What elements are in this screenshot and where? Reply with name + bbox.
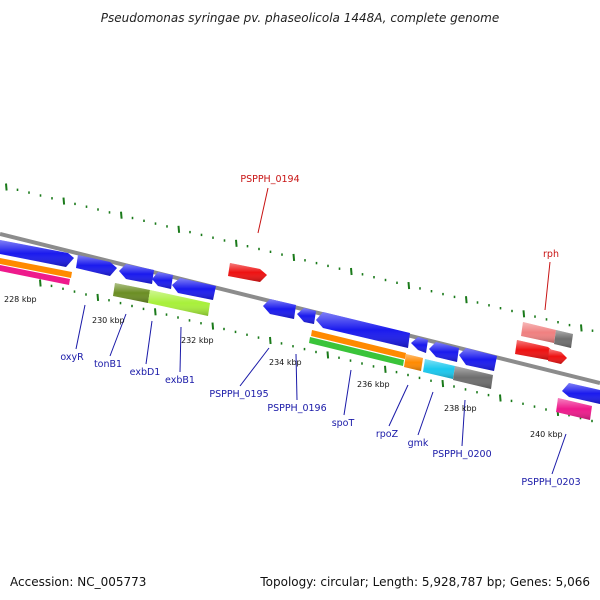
bar-orange-spoT [311,330,406,359]
gene-label-PSPPH_0196: PSPPH_0196 [267,403,326,414]
leader-PSPPH_0196 [295,353,298,401]
gene-feature-PSPPH_0195-shade [263,299,296,319]
gene-label-exbB1: exbB1 [165,375,195,386]
outer-tick-35 [407,282,411,290]
inner-tick-10 [154,308,157,316]
kbp-label-234: 234 kbp [269,358,302,367]
gene-feature-PSPPH_0203-shade [562,383,600,404]
inner-tick-35 [441,380,445,388]
gene-feature-PSPPH_0200-shade [459,348,497,371]
gene-label-PSPPH_0200: PSPPH_0200 [432,449,491,460]
outer-tick-15 [177,225,181,233]
kbp-label-240: 240 kbp [530,430,563,439]
gene-label-PSPPH_0203: PSPPH_0203 [521,477,580,488]
gene-label-PSPPH_0194: PSPPH_0194 [240,174,299,185]
inner-tick-30 [384,365,387,373]
bar-green-spoT [309,337,404,366]
inner-tick-20 [269,336,272,345]
kbp-labels: 228 kbp 230 kbp 232 kbp 234 kbp 236 kbp … [4,295,563,439]
kbp-label-236: 236 kbp [357,380,390,389]
leader-gmk [417,391,434,436]
gene-features [0,240,600,404]
gene-feature-exbD1-shade [119,264,154,284]
gene-label-rpoZ: rpoZ [376,429,399,440]
bar-pink-rph-shade [521,322,556,343]
kbp-label-232: 232 kbp [181,336,214,345]
outer-tick-0 [5,183,8,191]
outer-tick-5 [62,197,66,205]
genome-summary-text: Topology: circular; Length: 5,928,787 bp… [259,575,590,589]
gene-label-exbD1: exbD1 [130,367,161,378]
bar-lime-exbD1-shade [148,290,210,316]
inner-tick-track [39,279,593,423]
bar-olive-tonB1-shade [113,283,150,303]
leader-rph [544,261,551,311]
outer-tick-10 [120,211,123,219]
bar-magenta-PSPPH_0203-shade [556,398,592,420]
inner-tick-40 [499,394,502,402]
gene-feature-oxyR-shade [0,240,74,267]
gene-feature-tonB1-shade [76,255,117,276]
gene-feature-spoT-shade [316,312,410,348]
inner-tick-5 [96,293,100,301]
gene-label-oxyR: oxyR [60,352,84,363]
outer-tick-45 [522,310,526,318]
outer-tick-30 [350,267,353,276]
gene-feature-exbB1a-shade [152,272,173,289]
gene-label-gmk: gmk [408,438,429,449]
inner-tick-25 [326,351,330,359]
leader-exbD1 [145,320,153,365]
kbp-label-230: 230 kbp [92,316,125,325]
genome-backbone [0,232,600,385]
outer-tick-40 [465,296,468,304]
kbp-label-228: 228 kbp [4,295,37,304]
inner-tick-0 [39,279,42,287]
leader-PSPPH_0195 [239,347,270,387]
gene-feature-gmk-shade [429,342,459,362]
leader-rpoZ [388,384,409,427]
gene-feature-rph-b-shade [548,349,567,364]
leader-tonB1 [109,313,127,357]
outer-tick-50 [580,324,583,332]
inner-tick-15 [211,322,215,330]
gene-label-tonB1: tonB1 [94,359,122,370]
gene-label-PSPPH_0195: PSPPH_0195 [209,389,268,400]
leader-PSPPH_0203 [551,433,567,475]
leader-spoT [343,369,352,416]
leader-PSPPH_0200 [461,399,466,447]
gene-feature-PSPPH_0196-shade [297,308,316,324]
gene-feature-rph-shade [515,340,555,360]
gene-feature-PSPPH_0194-shade [228,263,267,282]
bar-gray-rph-shade [554,330,573,348]
gene-label-spoT: spoT [332,418,355,429]
bar-orange-rpoZ-shade [404,354,423,371]
outer-tick-25 [292,253,296,261]
gene-feature-rpoZ-shade [411,337,428,353]
bar-magenta-oxyR [0,265,70,285]
feature-bars [0,258,592,420]
map-title: Pseudomonas syringae pv. phaseolicola 14… [101,11,499,25]
leader-exbB1 [179,326,182,373]
bar-orange-oxyR [0,258,72,278]
gene-label-rph: rph [543,249,559,260]
outer-tick-20 [235,239,238,247]
accession-text: Accession: NC_005773 [10,575,146,589]
outer-tick-track [5,183,594,332]
label-leaders [75,187,567,475]
leader-oxyR [75,304,86,350]
bar-gray-PSPPH_0200-shade [453,366,493,389]
leader-PSPPH_0194 [257,187,269,234]
bar-cyan-gmk-shade [423,359,455,379]
kbp-label-238: 238 kbp [444,404,477,413]
gene-feature-exbB1b-shade [172,278,216,300]
gene-label-group: oxyR tonB1 exbD1 exbB1 PSPPH_0194 PSPPH_… [60,174,580,488]
